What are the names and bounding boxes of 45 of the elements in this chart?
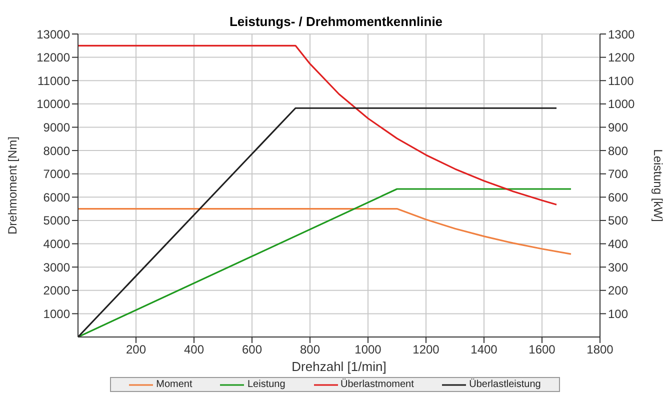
y-tick-label: 10000: [36, 97, 70, 112]
y-tick-label: 6000: [43, 190, 70, 204]
y-tick-label: 8000: [43, 144, 70, 158]
x-tick-label: 1600: [528, 342, 556, 357]
y-tick-label: 1000: [43, 306, 70, 321]
y2-tick-label: 200: [608, 284, 628, 298]
x-tick-label: 1000: [354, 342, 382, 357]
x-tick-label: 1800: [586, 342, 614, 357]
y2-tick-label: 1200: [608, 50, 636, 65]
y-tick-label: 4000: [43, 237, 70, 252]
line-series: [78, 208, 572, 255]
y-axis-title: Drehmoment [Nm]: [5, 136, 20, 235]
y2-tick-label: 800: [608, 144, 628, 158]
y-tick-label: 11000: [38, 74, 70, 88]
x-tick-label: 800: [300, 342, 320, 357]
y-tick-label: 2000: [43, 284, 70, 298]
y2-tick-label: 900: [608, 120, 628, 134]
line-series: [78, 44, 558, 206]
y-tick-label: 12000: [36, 50, 70, 65]
legend-label: Leistung: [246, 379, 286, 390]
y2-tick-label: 600: [608, 190, 628, 204]
legend-label: Überlastmoment: [340, 379, 414, 390]
x-axis-title: Drehzahl [1/min]: [292, 359, 386, 374]
y2-tick-label: 100: [608, 306, 628, 321]
y-tick-label: 3000: [43, 260, 70, 274]
chart-title: Leistungs- / Drehmomentkennlinie: [228, 14, 444, 29]
y-tick-label: 5000: [43, 214, 70, 228]
y-tick-label: 13000: [36, 27, 70, 42]
y-tick-label: 9000: [43, 120, 70, 134]
legend-label: Moment: [155, 379, 192, 390]
x-tick-label: 600: [242, 342, 262, 357]
y2-axis-title: Leistung [kW]: [650, 149, 665, 222]
x-tick-label: 1200: [412, 342, 440, 357]
y2-tick-label: 1000: [608, 97, 636, 112]
y2-tick-label: 700: [608, 167, 628, 182]
x-tick-label: 200: [126, 342, 146, 357]
y2-tick-label: 500: [608, 214, 628, 228]
y2-tick-label: 400: [608, 237, 628, 252]
y2-tick-label: 1100: [608, 74, 634, 88]
x-tick-label: 400: [184, 342, 204, 357]
y2-tick-label: 300: [608, 260, 628, 274]
y-tick-label: 7000: [43, 167, 70, 182]
y2-tick-label: 1300: [608, 27, 636, 42]
x-tick-label: 1400: [470, 342, 498, 357]
legend-label: Überlastleistung: [468, 379, 541, 390]
